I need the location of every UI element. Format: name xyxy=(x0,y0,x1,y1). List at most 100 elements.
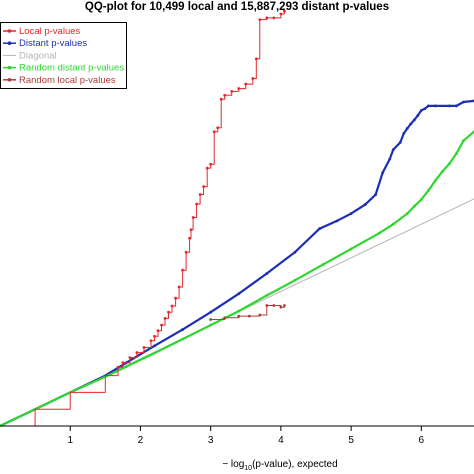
x-tick-label: 6 xyxy=(419,435,425,446)
series-point-distant-p-values xyxy=(335,219,339,223)
series-point-local-p-values xyxy=(174,296,177,300)
series-point-random-distant-p-values xyxy=(412,204,416,208)
legend-box xyxy=(0,22,127,89)
series-point-local-p-values xyxy=(237,87,241,90)
legend-entry-label: Diagonal xyxy=(19,50,57,61)
legend-marker xyxy=(7,65,12,70)
series-point-local-p-values xyxy=(272,16,276,20)
x-tick-label: 1 xyxy=(67,435,73,446)
series-point-local-p-values xyxy=(279,12,283,16)
series-point-distant-p-values xyxy=(153,344,156,348)
legend-entry-label: Local p-values xyxy=(19,26,81,37)
series-point-distant-p-values xyxy=(398,140,402,144)
series-point-local-p-values xyxy=(216,126,220,130)
series-point-local-p-values xyxy=(181,268,184,272)
series-point-local-p-values xyxy=(135,351,139,354)
x-tick-label: 3 xyxy=(208,435,214,446)
series-point-local-p-values xyxy=(116,365,120,369)
series-point-local-p-values xyxy=(254,57,258,61)
series-point-distant-p-values xyxy=(433,104,437,108)
series-point-local-p-values xyxy=(251,77,255,80)
series-point-distant-p-values xyxy=(363,203,367,206)
series-point-local-p-values xyxy=(198,193,202,196)
series-point-local-p-values xyxy=(128,356,132,360)
series-point-local-p-values xyxy=(283,9,286,13)
series-point-local-p-values xyxy=(156,329,160,333)
series-point-local-p-values xyxy=(188,236,192,240)
series-point-local-p-values xyxy=(212,130,216,134)
series-point-random-local-p-values xyxy=(265,304,269,307)
series-point-local-p-values xyxy=(167,310,170,314)
series-point-local-p-values xyxy=(195,202,199,206)
series-point-distant-p-values xyxy=(349,212,353,215)
series-point-local-p-values xyxy=(189,228,193,232)
series-point-random-distant-p-values xyxy=(448,162,451,166)
series-point-random-distant-p-values xyxy=(293,278,297,282)
series-point-random-distant-p-values xyxy=(377,231,381,235)
series-point-distant-p-values xyxy=(455,104,458,108)
series-point-random-distant-p-values xyxy=(153,351,156,355)
series-point-local-p-values xyxy=(163,316,167,320)
series-point-random-distant-p-values xyxy=(209,323,213,327)
series-point-random-distant-p-values xyxy=(125,365,128,368)
series-point-local-p-values xyxy=(153,334,156,338)
x-axis: 1 2 3 4 5 6 xyxy=(0,425,474,446)
chart-title: QQ-plot for 10,499 local and 15,887,293 … xyxy=(84,1,390,13)
series-point-local-p-values xyxy=(219,97,223,101)
series-point-local-p-values xyxy=(121,361,125,365)
series-point-distant-p-values xyxy=(462,100,465,104)
series-point-random-local-p-values xyxy=(279,305,283,309)
series-point-local-p-values xyxy=(184,250,188,254)
series-line-random-distant-p-values xyxy=(0,130,474,427)
series-point-random-distant-p-values xyxy=(405,212,409,215)
legend-marker xyxy=(7,29,12,33)
plot-area xyxy=(0,9,474,427)
series-point-distant-p-values xyxy=(374,193,378,196)
x-axis-label-suffix: (p-value), expected xyxy=(252,459,338,470)
legend-marker xyxy=(7,41,12,45)
x-tick-label: 5 xyxy=(348,435,354,446)
series-point-random-distant-p-values xyxy=(349,247,353,251)
legend-entry-label: Random local p-values xyxy=(19,75,116,86)
series-point-distant-p-values xyxy=(402,131,406,135)
series-point-random-distant-p-values xyxy=(441,170,444,173)
series-point-local-p-values xyxy=(209,162,213,166)
series-point-distant-p-values xyxy=(423,107,427,111)
series-point-local-p-values xyxy=(244,82,248,86)
series-point-random-distant-p-values xyxy=(419,198,423,201)
series-point-random-local-p-values xyxy=(283,304,286,307)
series-point-local-p-values xyxy=(205,166,209,170)
legend-marker xyxy=(7,78,12,82)
series-point-local-p-values xyxy=(265,16,269,20)
series-point-random-local-p-values xyxy=(223,316,227,320)
series-point-random-distant-p-values xyxy=(455,152,458,155)
series-point-local-p-values xyxy=(170,304,174,308)
legend-entry-label: Distant p-values xyxy=(19,38,87,49)
series-point-local-p-values xyxy=(230,89,234,93)
legend-entry-label: Random distant p-values xyxy=(19,63,124,74)
series-point-random-local-p-values xyxy=(272,304,276,307)
x-axis-label-prefix: − log xyxy=(222,459,245,470)
series-point-distant-p-values xyxy=(419,109,423,112)
series-point-random-distant-p-values xyxy=(237,309,241,313)
series-point-distant-p-values xyxy=(388,157,392,161)
series-line-distant-p-values xyxy=(0,99,474,427)
x-tick-label: 2 xyxy=(138,435,144,446)
series-point-random-distant-p-values xyxy=(265,293,269,297)
series-point-random-distant-p-values xyxy=(433,179,437,182)
series-point-random-local-p-values xyxy=(258,313,262,317)
x-axis-label: − log10(p-value), expected xyxy=(180,459,380,472)
series-point-distant-p-values xyxy=(381,171,385,175)
series-point-local-p-values xyxy=(149,339,153,343)
series-point-distant-p-values xyxy=(409,122,413,126)
series-point-distant-p-values xyxy=(416,114,420,117)
series-point-local-p-values xyxy=(142,346,146,349)
series-point-random-local-p-values xyxy=(209,318,213,321)
series-point-distant-p-values xyxy=(412,118,416,122)
x-tick-label: 4 xyxy=(278,435,284,446)
series-point-random-local-p-values xyxy=(247,314,251,318)
series-point-distant-p-values xyxy=(181,328,184,331)
series-point-local-p-values xyxy=(160,323,163,327)
series-point-random-distant-p-values xyxy=(462,139,465,143)
